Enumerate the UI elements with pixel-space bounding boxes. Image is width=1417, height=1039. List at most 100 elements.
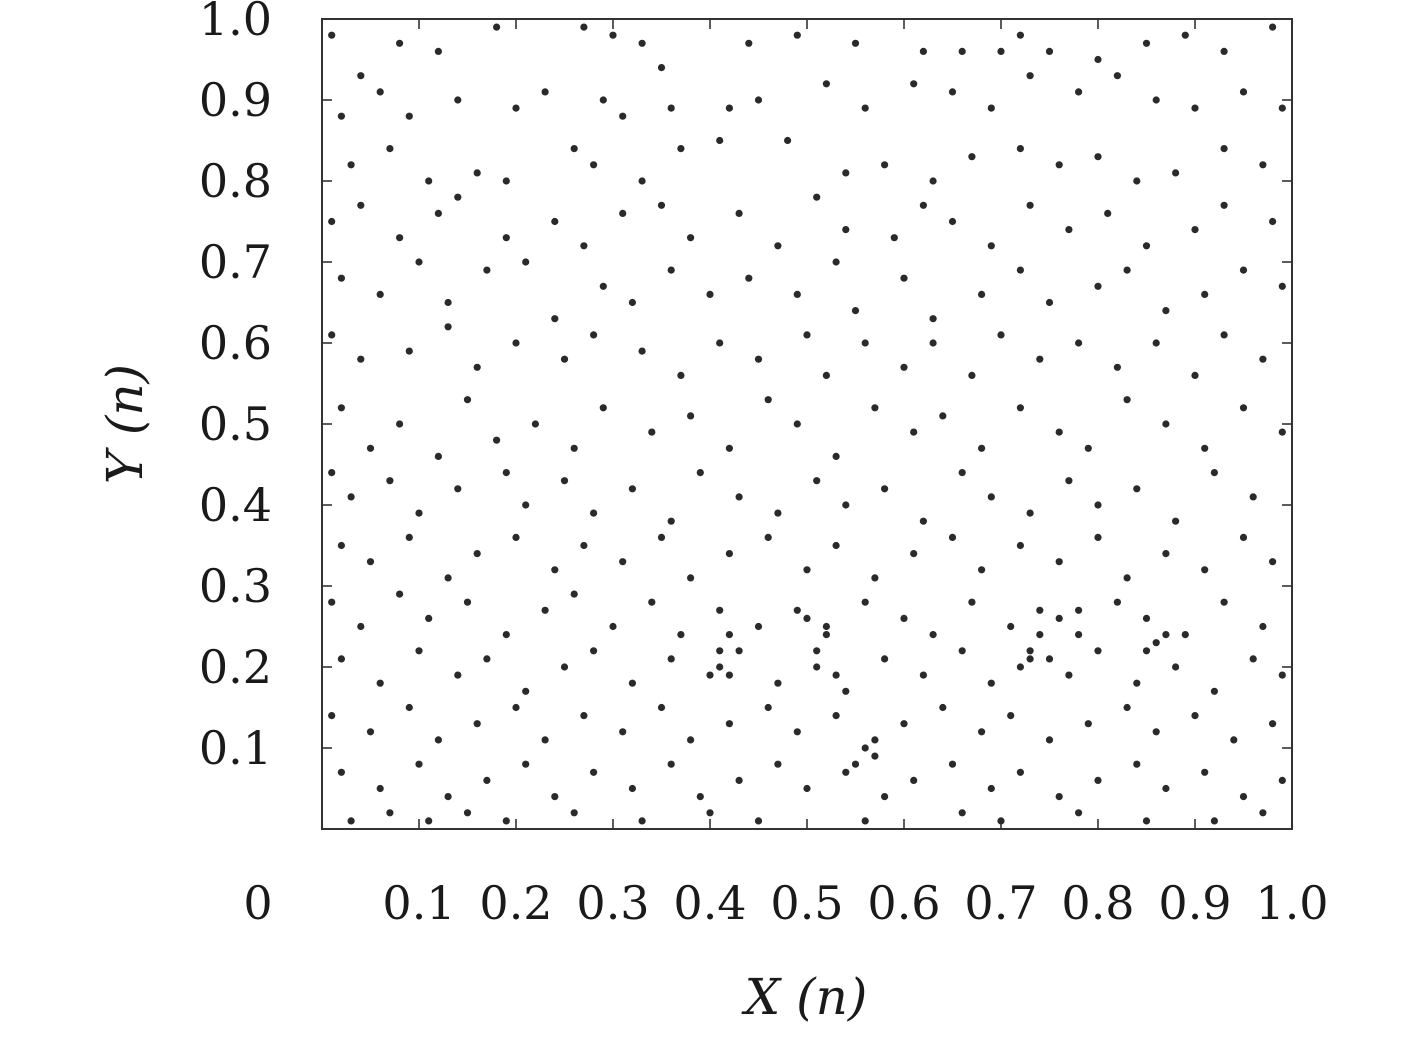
scatter-point [929,339,937,347]
scatter-point [657,533,666,542]
scatter-point [667,517,675,525]
scatter-point [357,355,365,363]
scatter-point [1104,209,1112,217]
scatter-point [366,444,375,452]
scatter-point [813,193,821,201]
scatter-point [822,371,831,379]
scatter-point [871,404,879,412]
scatter-point [929,315,937,323]
scatter-point [473,550,481,558]
scatter-point [1094,55,1102,64]
scatter-point [1094,533,1102,542]
scatter-point [493,23,501,31]
scatter-point [1045,298,1054,307]
scatter-point [1249,655,1257,663]
scatter-point [396,590,404,598]
scatter-point [1055,793,1063,801]
scatter-point [1172,517,1180,525]
scatter-point [415,509,423,517]
scatter-point [900,614,908,623]
scatter-point [861,817,869,825]
scatter-point [1094,647,1102,655]
scatter-point [1075,88,1083,96]
scatter-point [1152,728,1160,736]
scatter-point [1191,712,1199,720]
y-tick-labels: 0.1 0.2 0.3 0.4 0.5 0.6 0.7 0.8 0.9 1.0 [199,0,272,775]
scatter-point [425,817,433,825]
scatter-point [502,469,510,477]
scatter-point [444,793,452,801]
scatter-point [774,242,782,250]
scatter-point [1026,655,1034,663]
scatter-point [1259,622,1267,631]
scatter-point [716,663,724,671]
scatter-point [405,347,413,355]
scatter-point [531,420,540,428]
scatter-point [881,161,889,169]
scatter-point [1142,242,1151,250]
scatter-point [347,161,355,169]
scatter-point [842,226,850,234]
scatter-point [483,266,491,274]
scatter-point [667,104,675,112]
scatter-point [706,290,714,298]
scatter-point [638,177,646,185]
scatter-point [337,112,345,120]
scatter-point [590,331,598,339]
x-tick-label: 0.6 [867,876,940,930]
scatter-point [1026,509,1034,517]
scatter-point [1075,606,1083,614]
scatter-point [696,793,704,801]
scatter-point [512,104,520,112]
scatter-point [560,355,569,363]
scatter-point [1269,217,1277,226]
scatter-point [619,558,627,566]
scatter-point [987,679,995,687]
scatter-point [832,671,840,679]
scatter-point [861,339,869,347]
scatter-point [1065,477,1073,485]
scatter-point [1220,598,1228,606]
scatter-point [667,266,675,274]
scatter-point [1220,331,1228,339]
scatter-point [1278,776,1286,785]
scatter-point [590,161,598,169]
scatter-point [716,136,724,145]
scatter-point [1269,23,1277,31]
scatter-point [948,88,957,96]
scatter-point [1152,96,1160,104]
scatter-point [551,566,559,574]
scatter-point [687,736,695,744]
scatter-point [648,428,656,436]
scatter-point [580,23,588,31]
scatter-point [822,631,831,639]
scatter-point [754,817,763,825]
scatter-point [910,428,918,436]
scatter-point [628,298,637,307]
x-axis-label: X (n) [741,968,868,1026]
scatter-point [1239,266,1248,274]
y-tick-label: 0.2 [199,640,272,694]
y-tick-label: 0.3 [199,559,272,613]
scatter-point [328,331,336,339]
scatter-point [822,80,831,88]
scatter-point [881,793,889,801]
scatter-point [599,404,607,412]
scatter-point [1016,541,1024,550]
scatter-point [1133,679,1141,687]
scatter-point [939,703,947,712]
scatter-point [677,371,685,379]
scatter-point [590,509,598,517]
scatter-point [1220,47,1228,56]
scatter-point [1142,39,1151,47]
scatter-point [386,477,394,485]
scatter-point [1191,371,1199,379]
scatter-point [1026,72,1034,80]
scatter-point [1036,355,1044,363]
scatter-point [396,234,404,242]
scatter-point [745,274,753,282]
scatter-point [463,809,472,817]
scatter-point [473,169,481,177]
scatter-point [958,647,966,655]
